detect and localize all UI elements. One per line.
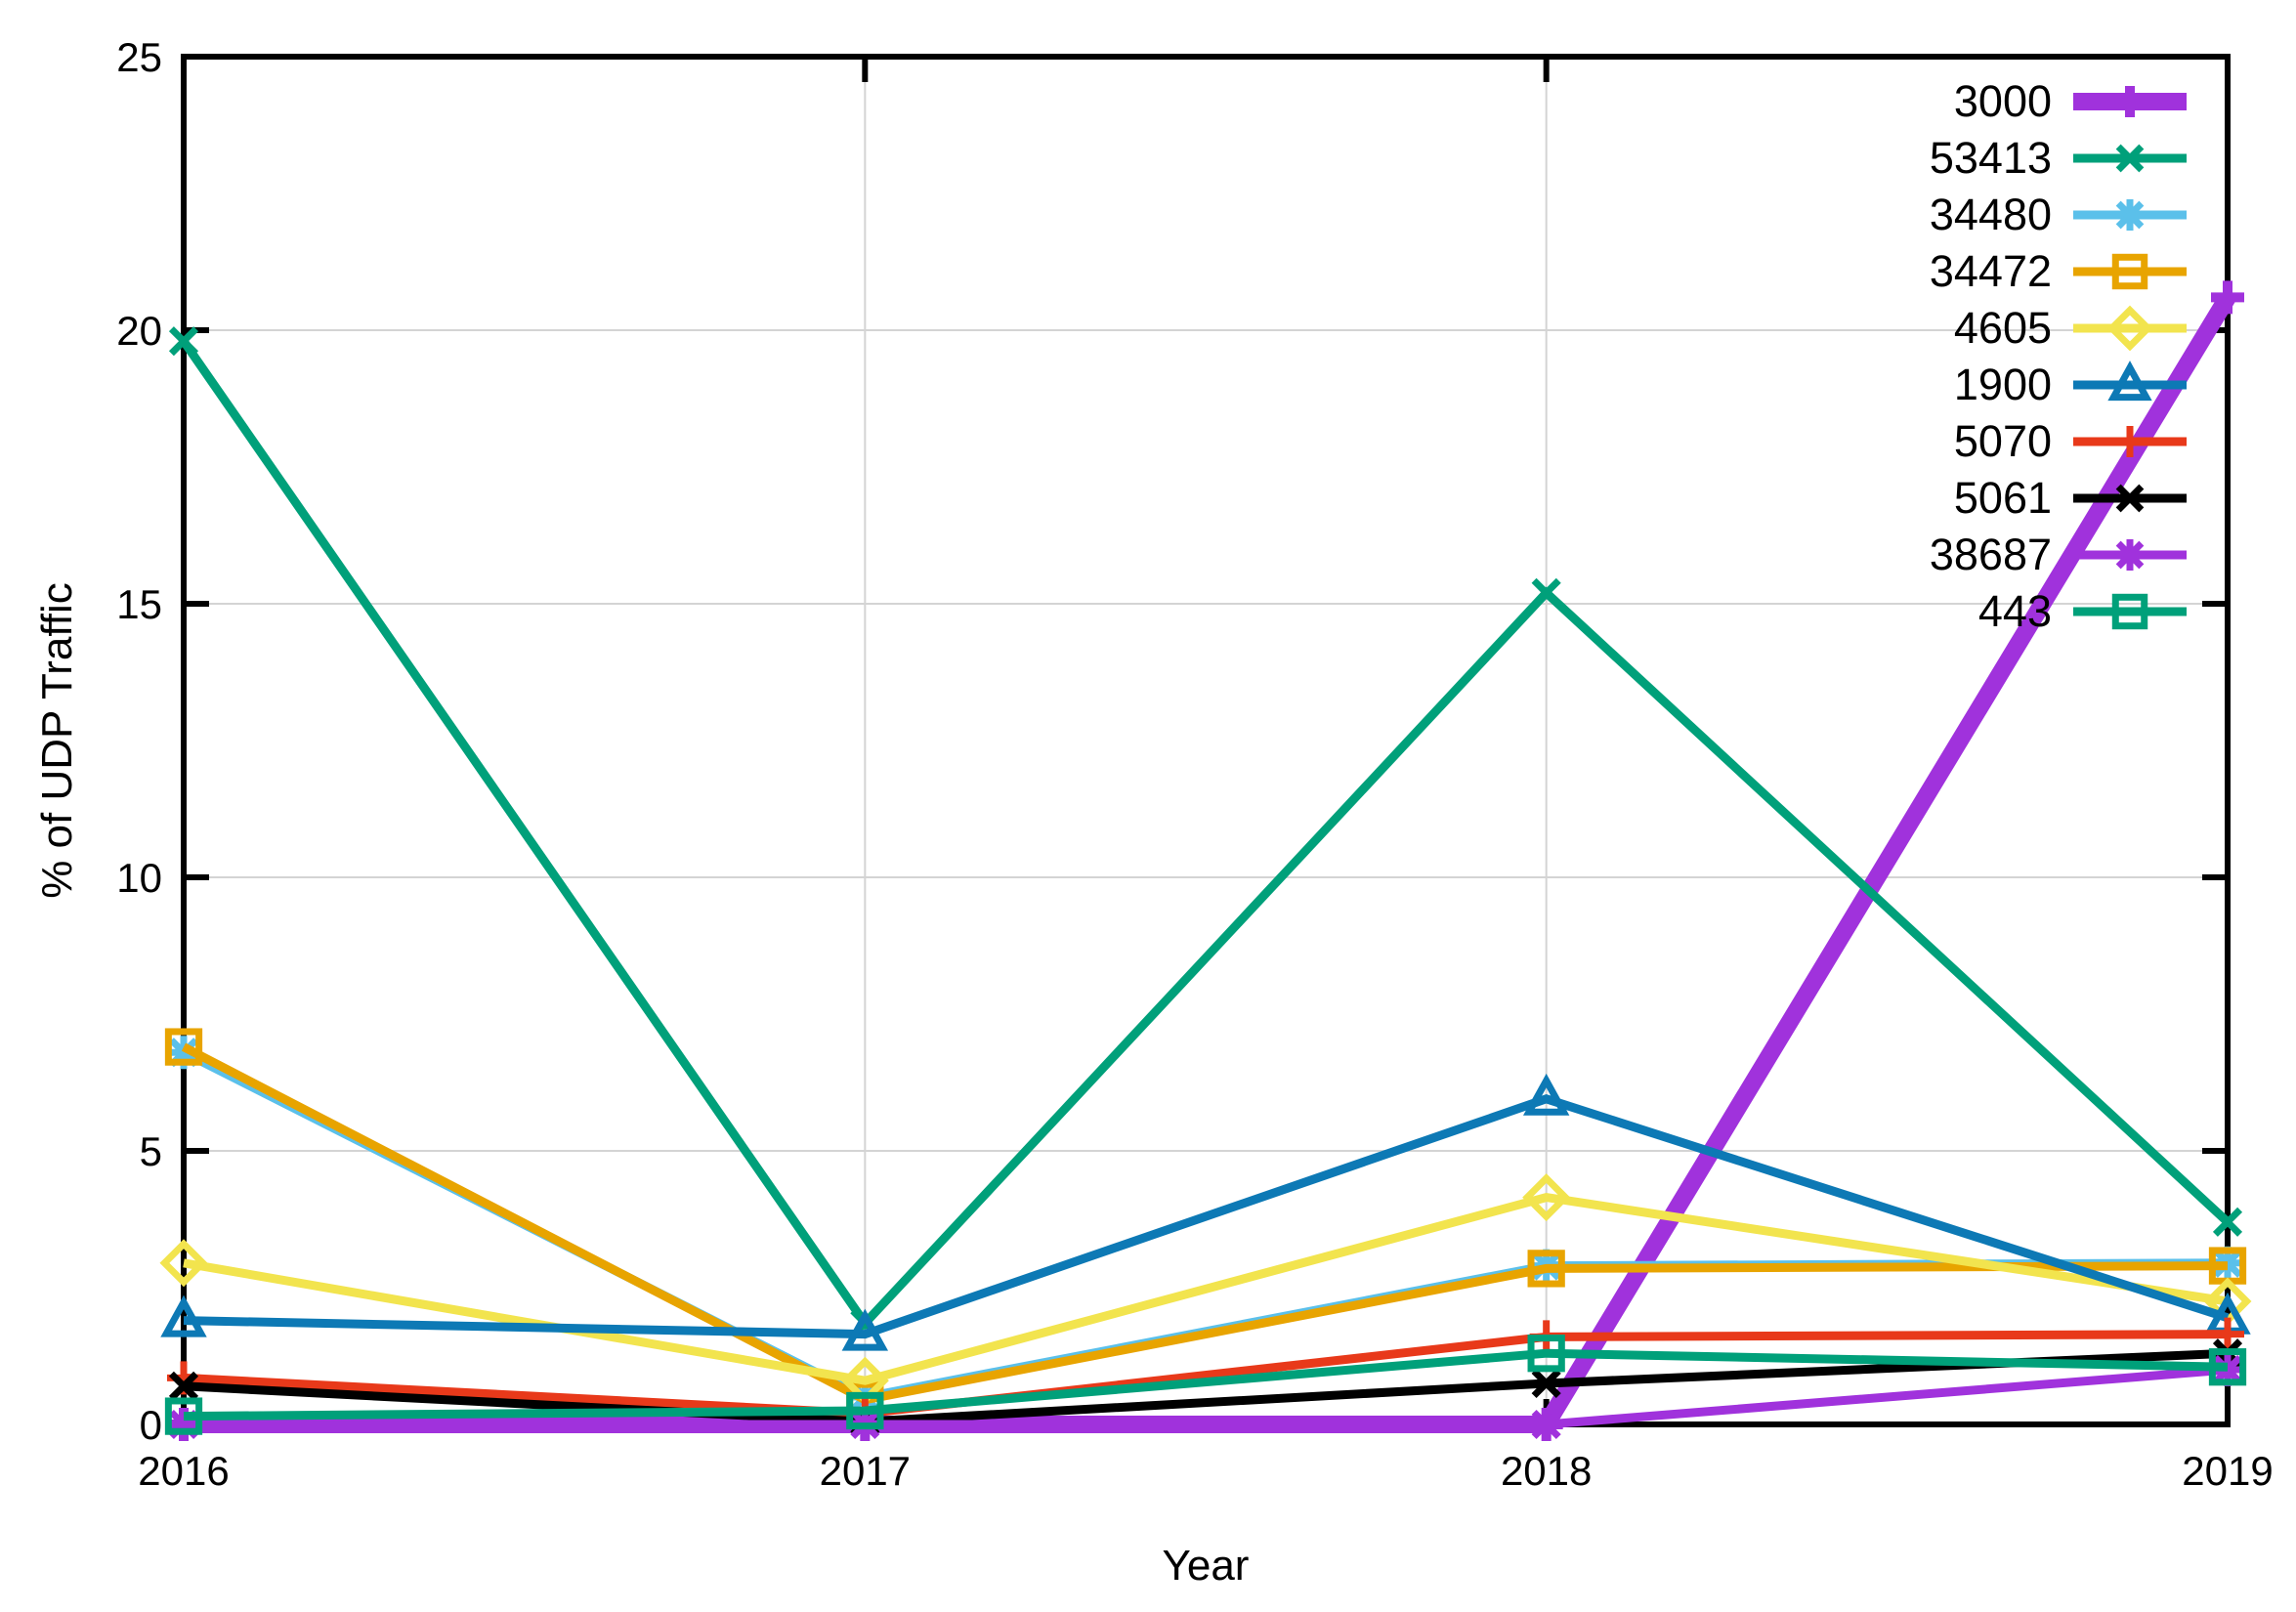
series-line-5070	[183, 1330, 2229, 1419]
series-marker-53413	[2212, 1207, 2243, 1237]
series-line-1900	[183, 1094, 2230, 1339]
legend-label-34472: 34472	[1930, 246, 2052, 296]
legend-label-1900: 1900	[1954, 360, 2052, 409]
y-axis-label: % of UDP Traffic	[33, 582, 81, 899]
legend-marker-443	[2111, 593, 2148, 630]
y-tick-label: 25	[116, 34, 162, 80]
series-marker-443	[2208, 1348, 2247, 1386]
x-tick-label: 2018	[1501, 1448, 1592, 1494]
series-marker-1900	[841, 1308, 889, 1351]
legend-marker-53413	[2115, 144, 2145, 173]
series-marker-5061	[168, 1371, 199, 1401]
series-line-34480	[181, 1048, 2229, 1402]
series-line-443	[183, 1348, 2229, 1421]
legend-marker-5061	[2115, 484, 2145, 513]
series-marker-53413	[168, 326, 199, 357]
legend-label-3000: 3000	[1954, 76, 2052, 126]
series-line-5061	[183, 1348, 2229, 1426]
series-line-53413	[180, 338, 2232, 1331]
series-marker-5070	[2211, 1317, 2244, 1351]
series-marker-34472	[1527, 1250, 1565, 1288]
series-marker-443	[846, 1391, 884, 1430]
y-tick-label: 10	[116, 855, 162, 901]
series-marker-4605	[159, 1239, 208, 1288]
series-marker-53413	[1531, 577, 1561, 608]
legend-label-53413: 53413	[1930, 133, 2052, 183]
legend-marker-38687	[2115, 540, 2145, 570]
legend-marker-5070	[2114, 426, 2146, 457]
y-tick-label: 0	[140, 1402, 162, 1448]
legend-label-4605: 4605	[1954, 303, 2052, 353]
legend-marker-1900	[2107, 361, 2152, 402]
series-marker-38687	[2212, 1354, 2243, 1385]
legend-label-34480: 34480	[1930, 190, 2052, 239]
x-tick-label: 2016	[138, 1448, 229, 1494]
series-line-38687	[184, 1365, 2229, 1429]
series-marker-3000	[2211, 280, 2244, 315]
legend-marker-4605	[2106, 305, 2153, 352]
legend-label-443: 443	[1978, 586, 2052, 636]
series-marker-1900	[1522, 1073, 1570, 1116]
series-marker-34472	[164, 1028, 203, 1066]
series-marker-443	[164, 1397, 203, 1435]
y-tick-label: 5	[140, 1128, 162, 1174]
y-tick-label: 15	[116, 581, 162, 627]
y-tick-label: 20	[116, 308, 162, 354]
series-line-34472	[181, 1042, 2229, 1405]
legend-marker-3000	[2114, 86, 2146, 117]
series-line-4605	[183, 1193, 2229, 1385]
legend-marker-34480	[2115, 200, 2145, 230]
legend-label-38687: 38687	[1930, 530, 2052, 579]
x-tick-label: 2019	[2182, 1448, 2273, 1494]
legend-label-5070: 5070	[1954, 416, 2052, 466]
series-marker-38687	[1531, 1409, 1561, 1440]
series-marker-5061	[1531, 1368, 1561, 1399]
series-marker-1900	[160, 1294, 207, 1337]
legend-marker-34472	[2111, 253, 2148, 290]
series-marker-34480	[2212, 1248, 2243, 1278]
series-marker-443	[1527, 1335, 1565, 1373]
x-axis-label: Year	[1162, 1542, 1250, 1590]
x-tick-label: 2017	[820, 1448, 911, 1494]
legend-label-5061: 5061	[1954, 473, 2052, 523]
series-marker-4605	[1522, 1173, 1571, 1222]
